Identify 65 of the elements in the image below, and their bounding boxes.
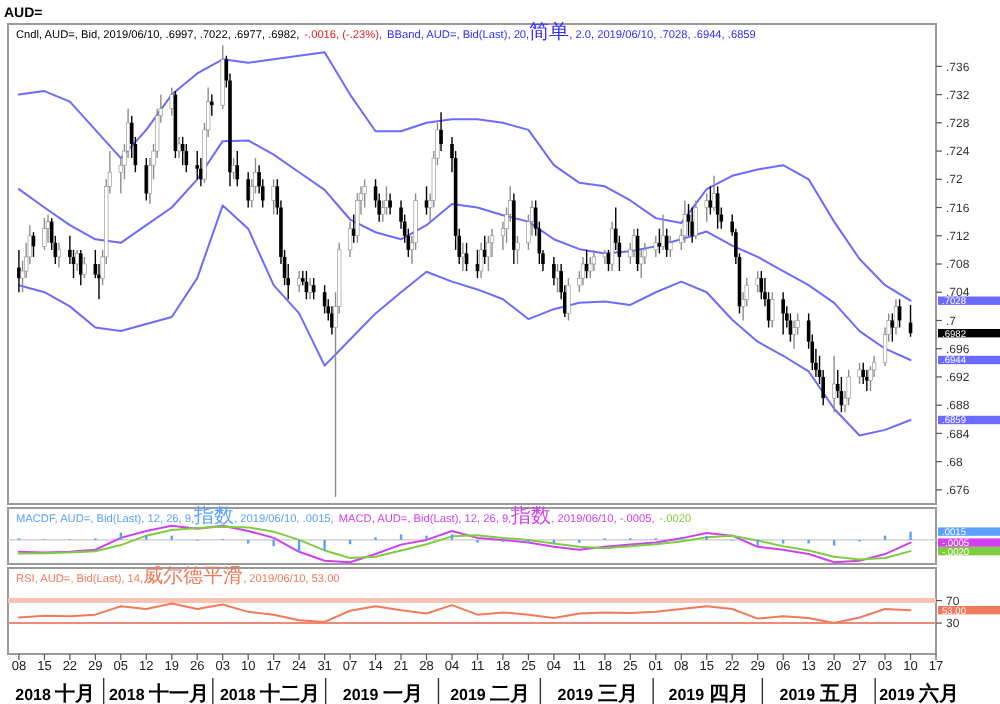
candlestick <box>566 277 571 322</box>
candlestick <box>355 192 360 244</box>
candlestick <box>711 175 717 212</box>
candlestick <box>893 298 899 336</box>
candlestick <box>479 242 484 279</box>
candlestick <box>580 256 586 286</box>
line-series <box>17 139 912 361</box>
candlestick <box>169 86 174 117</box>
candlestick <box>704 192 709 223</box>
candlestick <box>307 277 313 300</box>
candlestick <box>388 192 392 216</box>
candlestick <box>857 362 862 385</box>
candlestick <box>631 228 637 258</box>
candlestick <box>384 185 389 216</box>
candlestick <box>210 93 214 117</box>
candlestick <box>439 111 443 152</box>
candlestick <box>195 150 200 180</box>
candlestick <box>832 355 837 413</box>
line-series <box>17 204 912 437</box>
candlestick <box>220 44 225 110</box>
text: 2019 一月 <box>342 684 423 704</box>
candlestick <box>693 199 698 240</box>
candlestick <box>45 213 51 244</box>
text: 2019 六月 <box>879 682 960 704</box>
text: 2018 十月 <box>15 682 96 704</box>
candlestick <box>515 235 520 265</box>
candlestick <box>552 256 556 286</box>
candlestick <box>708 185 713 216</box>
candlestick <box>362 178 367 209</box>
line-series <box>17 51 912 302</box>
candlestick <box>246 171 250 209</box>
candlestick <box>56 242 62 269</box>
candlestick <box>82 256 87 279</box>
candlestick <box>660 213 666 251</box>
text: 2019 五月 <box>779 684 860 704</box>
candlestick <box>770 291 775 329</box>
line-series <box>17 602 912 625</box>
candlestick <box>555 263 560 293</box>
candlestick <box>42 217 47 251</box>
text: 2019 四月 <box>668 684 749 704</box>
candlestick <box>176 136 182 159</box>
candlestick <box>610 220 615 272</box>
candlestick <box>861 362 866 385</box>
candlestick <box>791 319 797 350</box>
candlestick <box>78 249 83 286</box>
candlestick <box>639 249 644 279</box>
text: 2019 三月 <box>557 684 638 704</box>
candlestick <box>231 157 236 180</box>
text: 2018 十一月 <box>109 682 210 704</box>
candlestick <box>591 249 597 272</box>
candlestick <box>588 256 593 279</box>
candlestick <box>486 235 491 272</box>
candlestick <box>781 291 785 336</box>
candlestick <box>755 270 760 293</box>
candlestick <box>424 185 429 216</box>
candlestick <box>682 199 687 244</box>
text: 2018 十二月 <box>219 682 321 704</box>
candlestick <box>460 242 465 272</box>
candlestick <box>668 235 673 258</box>
text: 2019 二月 <box>450 684 531 704</box>
candlestick <box>271 178 276 216</box>
candlestick <box>653 235 658 258</box>
candlestick <box>846 369 851 406</box>
candlestick <box>235 150 240 188</box>
candlestick <box>75 249 80 272</box>
